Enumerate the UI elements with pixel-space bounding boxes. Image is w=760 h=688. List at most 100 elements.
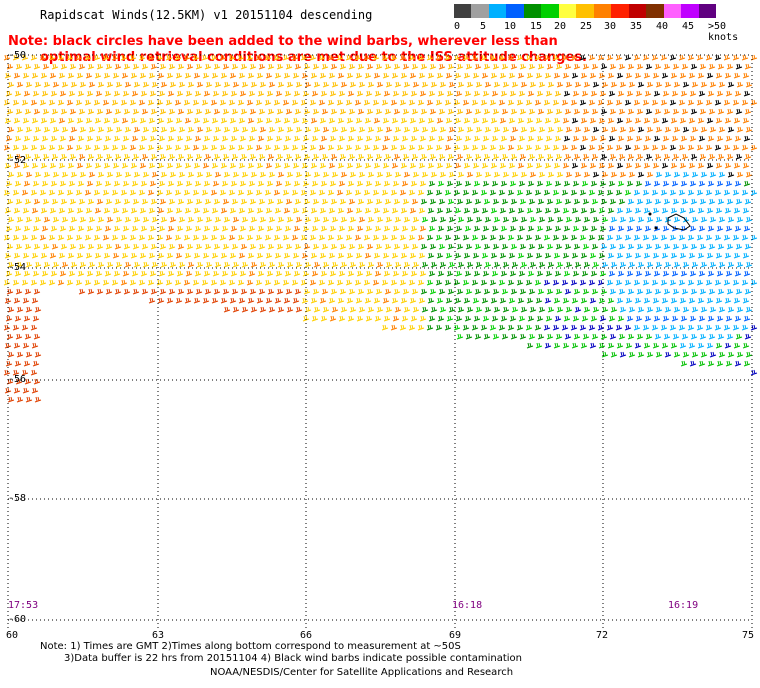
wind-barb [357,243,365,250]
wind-barb [25,261,33,268]
wind-barb [15,333,23,340]
wind-barb [373,297,381,304]
wind-barb [114,153,122,160]
wind-barb [364,72,372,79]
wind-barb [364,117,372,124]
wind-barb [14,135,22,142]
wind-barb [555,288,563,295]
wind-barb [688,342,696,349]
wind-barb [228,189,236,196]
wind-barb [42,198,50,205]
wind-barb [624,324,632,331]
wind-barb [561,189,569,196]
wind-barb [655,351,663,358]
wind-barb [356,180,364,187]
wind-barb [121,72,129,79]
wind-barb [664,351,672,358]
wind-barb [133,81,141,88]
wind-barb [525,144,533,151]
wind-barb [267,108,275,115]
wind-barb [502,81,510,88]
wind-barb [385,261,393,268]
wind-barb [690,108,698,115]
wind-barb [61,81,69,88]
wind-barb [340,81,348,88]
wind-barb [201,279,209,286]
wind-barb [265,162,273,169]
wind-barb [436,117,444,124]
wind-barb [249,198,257,205]
wind-barb [67,72,75,79]
wind-barb [41,225,49,232]
wind-barb [436,252,444,259]
wind-barb [329,180,337,187]
wind-barb [609,288,617,295]
wind-barb [120,144,128,151]
wind-barb [606,234,614,241]
wind-barb [547,81,555,88]
wind-barb [40,252,48,259]
wind-barb [357,63,365,70]
wind-barb [183,54,191,61]
wind-barb [606,324,614,331]
time-label-middle: 16:18 [452,600,483,611]
wind-barb [346,297,354,304]
wind-barb [5,135,13,142]
wind-barb [519,288,527,295]
wind-barb [150,153,158,160]
wind-barb [336,279,344,286]
wind-barb [339,153,347,160]
wind-barb [132,288,140,295]
wind-barb [185,180,193,187]
wind-barb [4,387,12,394]
wind-barb [178,216,186,223]
wind-barb [16,171,24,178]
wind-barb [7,81,15,88]
wind-barb [140,135,148,142]
wind-barb [282,144,290,151]
wind-barb [168,108,176,115]
wind-barb [311,270,319,277]
wind-barb [475,171,483,178]
wind-barb [654,108,662,115]
wind-barb [457,216,465,223]
wind-barb [672,153,680,160]
wind-barb [696,324,704,331]
wind-barb [295,171,303,178]
wind-barb [131,135,139,142]
wind-barb [174,144,182,151]
wind-barb [527,225,535,232]
wind-barb [600,63,608,70]
wind-barb [228,234,236,241]
wind-barb [590,270,598,277]
scale-label-45: 45 [682,21,695,32]
wind-barb [67,117,75,124]
wind-barb [282,99,290,106]
wind-barb [23,225,31,232]
wind-barb [484,306,492,313]
wind-barb [140,90,148,97]
wind-barb [700,306,708,313]
wind-barb [320,315,328,322]
wind-barb [418,297,426,304]
wind-barb [303,288,311,295]
wind-barb [286,216,294,223]
wind-barb [322,261,330,268]
wind-barb [293,135,301,142]
wind-barb [653,90,661,97]
wind-barb [609,243,617,250]
wind-barb [139,207,147,214]
wind-barb [303,153,311,160]
wind-barb [349,81,357,88]
wind-barb [375,153,383,160]
wind-barb [330,153,338,160]
wind-barb [447,63,455,70]
wind-barb [600,333,608,340]
wind-barb [742,117,750,124]
wind-barb [481,297,489,304]
wind-barb [175,252,183,259]
wind-barb [354,279,362,286]
wind-barb [564,153,572,160]
wind-barb [555,198,563,205]
wind-barb [312,153,320,160]
